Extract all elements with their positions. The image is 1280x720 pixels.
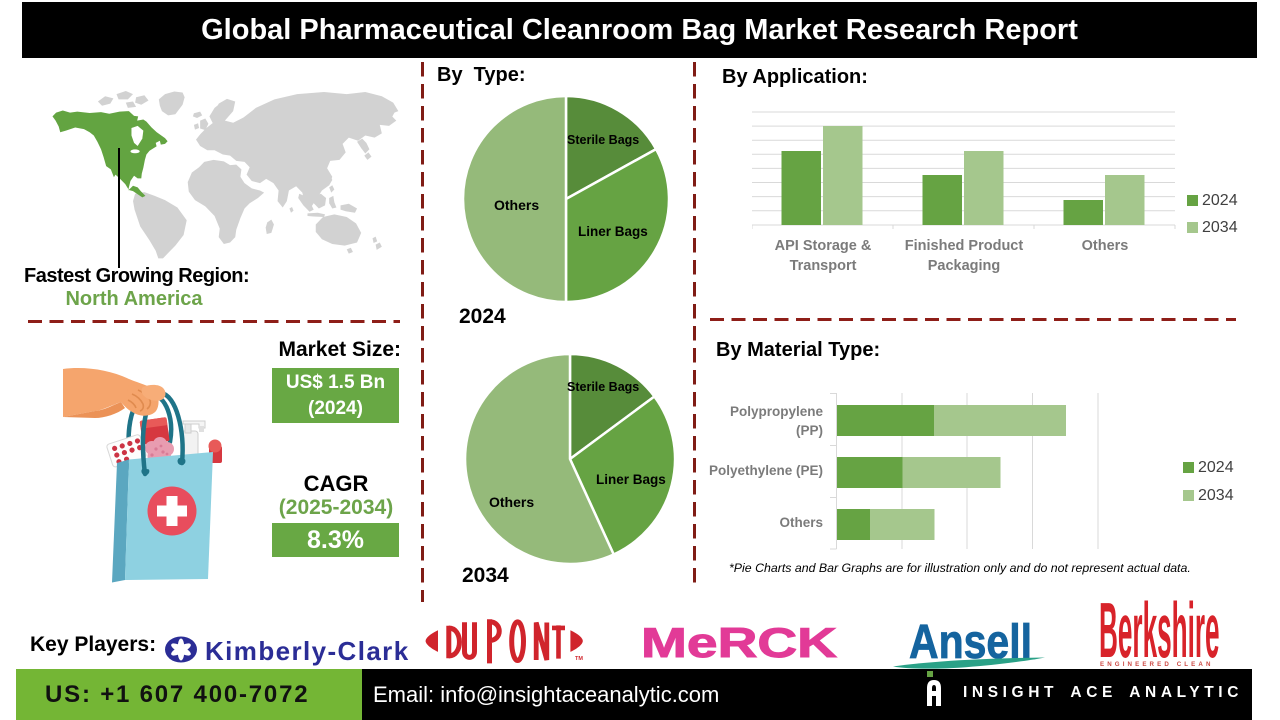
svg-text:Berkshire: Berkshire xyxy=(1099,598,1220,668)
svg-text:MeRCK: MeRCK xyxy=(641,620,837,662)
svg-text:TM: TM xyxy=(575,656,583,662)
svg-text:ENGINEERED CLEAN: ENGINEERED CLEAN xyxy=(1100,661,1214,668)
